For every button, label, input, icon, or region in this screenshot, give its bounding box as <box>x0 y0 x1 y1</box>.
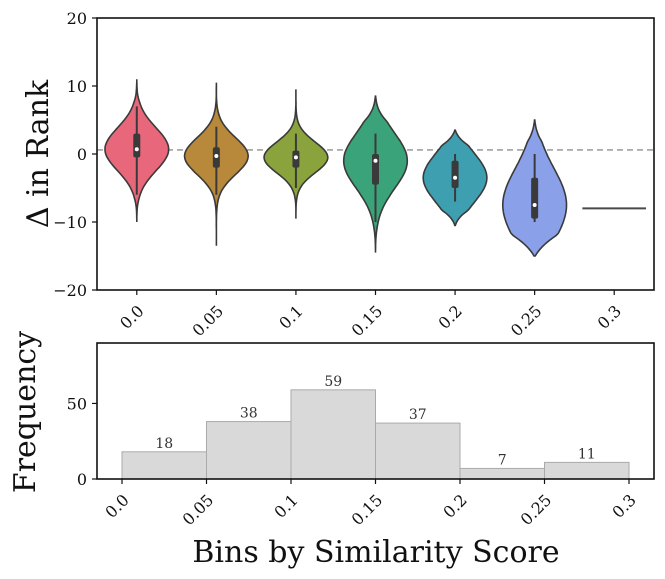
bar-xtick-label: 0.05 <box>179 490 218 529</box>
bar-ytick-label: 0 <box>77 470 87 489</box>
bar-ylabel: Frequency <box>8 331 43 493</box>
histogram-bar <box>206 421 292 480</box>
violin-xtick-label: 0.0 <box>116 301 147 332</box>
histogram-bar <box>290 389 376 480</box>
violin-median-dot <box>134 147 139 152</box>
violin-xtick-label: 0.25 <box>507 301 546 340</box>
violin-plot-frame <box>96 17 655 291</box>
violin-xtick-label: 0.3 <box>594 301 625 332</box>
histogram-bar-label: 37 <box>409 407 427 423</box>
bar-xlabel: Bins by Similarity Score <box>192 535 559 570</box>
frequency-histogram: Frequency 50 0 18 38 59 37 7 11 0.0 0.05 0.1 0.15… <box>8 331 655 570</box>
violin-median-dot <box>293 155 298 160</box>
histogram-bar <box>375 422 461 480</box>
violin-ytick-label: −10 <box>53 213 87 232</box>
violin-median-dot <box>453 175 458 180</box>
violin-iqr-box <box>531 177 539 219</box>
violin-xtick-label: 0.15 <box>348 301 387 340</box>
violin-ytick-label: 10 <box>67 77 87 96</box>
bar-xtick-label: 0.2 <box>439 490 470 521</box>
histogram-bar <box>459 467 545 480</box>
violin-ytick-label: −20 <box>53 281 87 300</box>
violin-xtick-label: 0.05 <box>189 301 228 340</box>
histogram-bar <box>121 451 207 480</box>
violin-median-dot <box>214 154 219 159</box>
histogram-bar-label: 38 <box>240 406 258 422</box>
bar-plot-frame <box>96 342 655 480</box>
violin-median-dot <box>532 203 537 207</box>
violin-iqr-box <box>133 133 141 158</box>
histogram-bar-label: 59 <box>324 374 342 390</box>
violin-ylabel: Δ in Rank <box>21 79 56 228</box>
histogram-bar <box>544 461 630 480</box>
violin-iqr-box <box>451 160 459 188</box>
histogram-bar-label: 7 <box>498 452 507 468</box>
histogram-bar-label: 18 <box>155 436 173 452</box>
violin-iqr-box <box>372 154 379 185</box>
bar-xtick-label: 0.0 <box>101 490 132 521</box>
violin-ytick-label: 0 <box>77 145 87 164</box>
bar-xtick-label: 0.15 <box>348 490 387 529</box>
violin-ytick-label: 20 <box>67 9 87 28</box>
bar-xtick-label: 0.3 <box>608 490 639 521</box>
violin-xtick-label: 0.2 <box>434 301 465 332</box>
bar-xtick-label: 0.1 <box>270 490 301 521</box>
violin-chart: Δ in Rank 20 10 0 −10 −20 0.0 0.05 0.1 0.15 0.2 0… <box>21 9 655 340</box>
bar-ytick-label: 50 <box>67 394 87 413</box>
histogram-bar-label: 11 <box>578 446 596 462</box>
violin-median-dot <box>373 158 378 163</box>
violin-xtick-label: 0.1 <box>275 301 306 332</box>
bar-xtick-label: 0.25 <box>517 490 556 529</box>
